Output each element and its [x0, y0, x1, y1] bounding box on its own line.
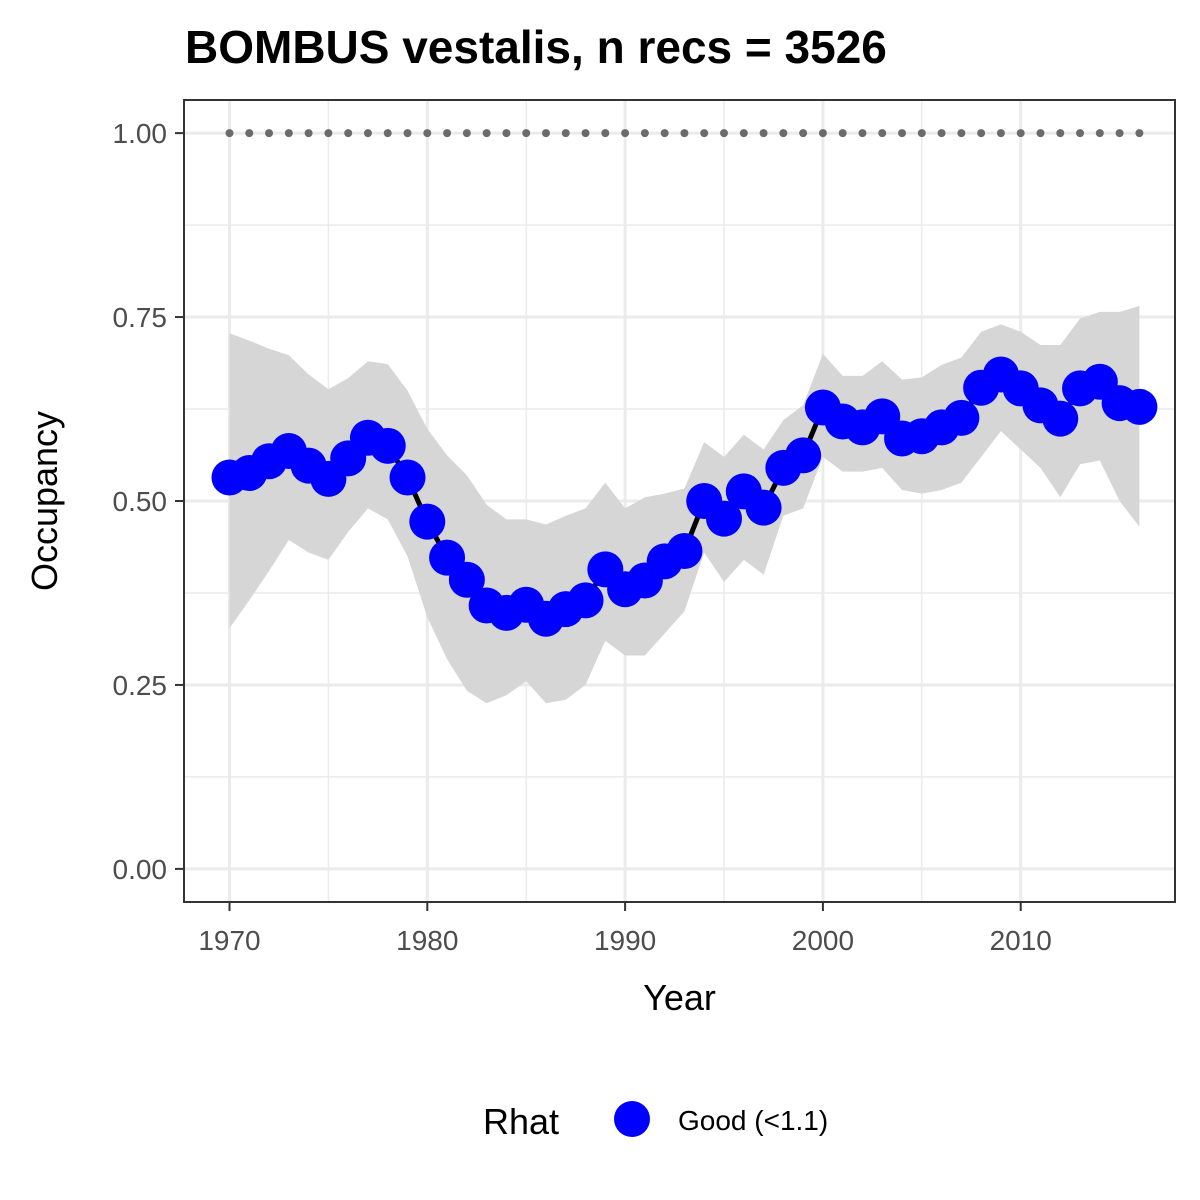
reference-dot [1036, 129, 1045, 138]
reference-dot [482, 129, 491, 138]
reference-line-dotted [225, 129, 1144, 138]
reference-dot [601, 129, 610, 138]
x-tick-label: 2010 [990, 925, 1052, 956]
legend: Rhat Good (<1.1) [483, 1101, 828, 1142]
data-point [567, 582, 604, 619]
x-axis: 1970 1980 1990 2000 2010 [198, 902, 1052, 956]
legend-label-good: Good (<1.1) [678, 1105, 828, 1136]
reference-dot [265, 129, 274, 138]
reference-dot [680, 129, 689, 138]
data-point [409, 503, 446, 540]
data-point [666, 533, 703, 570]
reference-dot [779, 129, 788, 138]
data-point [745, 489, 782, 526]
reference-dot [1135, 129, 1144, 138]
reference-dot [700, 129, 709, 138]
reference-dot [937, 129, 946, 138]
y-axis-title: Occupancy [24, 411, 65, 591]
reference-dot [1115, 129, 1124, 138]
reference-dot [561, 129, 570, 138]
data-points [211, 356, 1158, 637]
reference-dot [957, 129, 966, 138]
reference-dot [898, 129, 907, 138]
reference-dot [502, 129, 511, 138]
reference-dot [1056, 129, 1065, 138]
reference-dot [818, 129, 827, 138]
reference-dot [324, 129, 333, 138]
y-tick-label: 0.25 [113, 670, 168, 701]
x-axis-title: Year [643, 977, 716, 1018]
reference-dot [996, 129, 1005, 138]
reference-dot [858, 129, 867, 138]
reference-dot [284, 129, 293, 138]
x-tick-label: 1990 [594, 925, 656, 956]
data-point [785, 437, 822, 474]
reference-dot [1095, 129, 1104, 138]
data-point [369, 427, 406, 464]
y-tick-label: 0.75 [113, 302, 168, 333]
y-axis: 0.00 0.25 0.50 0.75 1.00 [113, 118, 184, 885]
y-tick-label: 0.00 [113, 854, 168, 885]
confidence-ribbon [229, 306, 1140, 704]
data-point [448, 561, 485, 598]
legend-key-good [614, 1101, 650, 1137]
reference-dot [977, 129, 986, 138]
reference-dot [245, 129, 254, 138]
legend-title: Rhat [483, 1101, 559, 1142]
data-point [389, 459, 426, 496]
reference-dot [917, 129, 926, 138]
reference-dot [581, 129, 590, 138]
x-tick-label: 2000 [792, 925, 854, 956]
data-point [1042, 400, 1079, 437]
y-tick-label: 0.50 [113, 486, 168, 517]
reference-dot [621, 129, 630, 138]
reference-dot [799, 129, 808, 138]
chart-title: BOMBUS vestalis, n recs = 3526 [185, 21, 887, 73]
reference-dot [403, 129, 412, 138]
x-tick-label: 1970 [198, 925, 260, 956]
reference-dot [383, 129, 392, 138]
reference-dot [1016, 129, 1025, 138]
reference-dot [363, 129, 372, 138]
data-point [1121, 388, 1158, 425]
reference-dot [522, 129, 531, 138]
reference-dot [838, 129, 847, 138]
reference-dot [759, 129, 768, 138]
reference-dot [443, 129, 452, 138]
data-point [943, 399, 980, 436]
reference-dot [1076, 129, 1085, 138]
y-tick-label: 1.00 [113, 118, 168, 149]
reference-dot [344, 129, 353, 138]
reference-dot [541, 129, 550, 138]
reference-dot [878, 129, 887, 138]
reference-dot [660, 129, 669, 138]
reference-dot [304, 129, 313, 138]
x-tick-label: 1980 [396, 925, 458, 956]
reference-dot [423, 129, 432, 138]
reference-dot [640, 129, 649, 138]
reference-dot [462, 129, 471, 138]
reference-dot [225, 129, 234, 138]
reference-dot [739, 129, 748, 138]
reference-dot [720, 129, 729, 138]
data-point [706, 500, 743, 537]
